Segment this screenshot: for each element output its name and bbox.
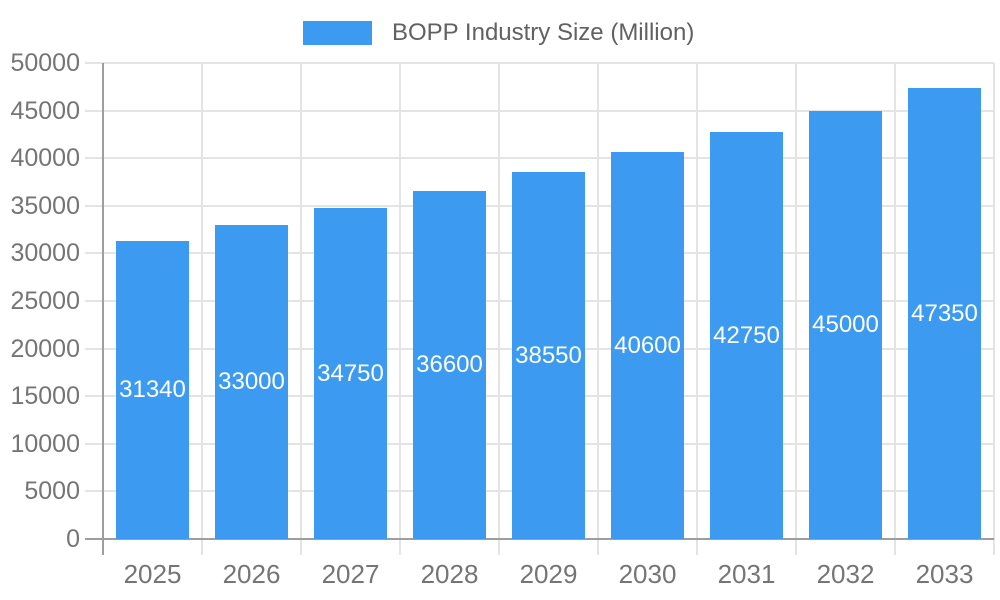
x-axis-tick [597, 539, 599, 555]
x-axis-tick [894, 539, 896, 555]
x-axis-tick-label: 2028 [420, 559, 479, 589]
v-gridline [300, 63, 302, 539]
bar[interactable] [611, 152, 684, 539]
legend-series-swatch-icon[interactable] [303, 21, 372, 45]
x-axis-tick-label: 2033 [915, 559, 974, 589]
y-axis-tick-label: 20000 [10, 335, 80, 363]
y-axis-tick-label: 35000 [10, 192, 80, 220]
v-gridline [894, 63, 896, 539]
h-gridline [85, 62, 994, 64]
x-axis-tick [696, 539, 698, 555]
y-axis-line [102, 63, 104, 555]
y-axis-tick-label: 0 [66, 525, 80, 553]
v-gridline [795, 63, 797, 539]
bar[interactable] [314, 208, 387, 539]
bar-value-label: 38550 [515, 341, 582, 369]
y-axis-tick-label: 15000 [10, 382, 80, 410]
v-gridline [696, 63, 698, 539]
bar[interactable] [710, 132, 783, 539]
bar-value-label: 42750 [713, 321, 780, 349]
x-axis-tick-label: 2030 [618, 559, 677, 589]
y-axis-tick-label: 40000 [10, 144, 80, 172]
y-axis-tick-label: 25000 [10, 287, 80, 315]
bar-value-label: 40600 [614, 331, 681, 359]
bar-value-label: 36600 [416, 351, 483, 378]
bar-value-label: 31340 [119, 376, 186, 403]
x-axis-tick-label: 2027 [321, 559, 380, 589]
bar-value-label: 33000 [218, 368, 285, 395]
legend-series-label[interactable]: BOPP Industry Size (Million) [392, 19, 695, 46]
bar-value-label: 34750 [317, 359, 384, 387]
bar[interactable] [215, 225, 288, 539]
v-gridline [399, 63, 401, 539]
x-axis-tick-label: 2025 [123, 559, 182, 589]
bar[interactable] [908, 88, 981, 539]
v-gridline [201, 63, 203, 539]
x-axis-tick-label: 2032 [816, 559, 875, 589]
x-axis-tick [399, 539, 401, 555]
bar[interactable] [413, 191, 486, 539]
x-axis-tick-label: 2031 [717, 559, 776, 589]
y-axis-tick-label: 50000 [10, 49, 80, 77]
bar[interactable] [809, 111, 882, 539]
bar-value-label: 47350 [911, 299, 978, 327]
y-axis-tick-label: 5000 [24, 477, 80, 505]
v-gridline [993, 63, 995, 539]
bar[interactable] [512, 172, 585, 539]
x-axis-tick [201, 539, 203, 555]
y-axis-tick-label: 45000 [10, 97, 80, 125]
h-gridline [85, 157, 994, 159]
v-gridline [498, 63, 500, 539]
y-axis-tick-label: 10000 [10, 430, 80, 458]
x-axis-tick [795, 539, 797, 555]
chart-legend: BOPP Industry Size (Million) [0, 0, 1000, 56]
v-gridline [597, 63, 599, 539]
x-axis-tick [300, 539, 302, 555]
h-gridline [85, 110, 994, 112]
x-axis-tick [993, 539, 995, 555]
x-axis-tick-label: 2029 [519, 559, 578, 589]
bar[interactable] [116, 241, 189, 539]
bar-value-label: 45000 [812, 311, 879, 338]
x-axis-tick-label: 2026 [222, 559, 281, 589]
y-axis-tick-label: 30000 [10, 239, 80, 267]
x-axis-tick [498, 539, 500, 555]
x-axis-line [85, 538, 994, 540]
